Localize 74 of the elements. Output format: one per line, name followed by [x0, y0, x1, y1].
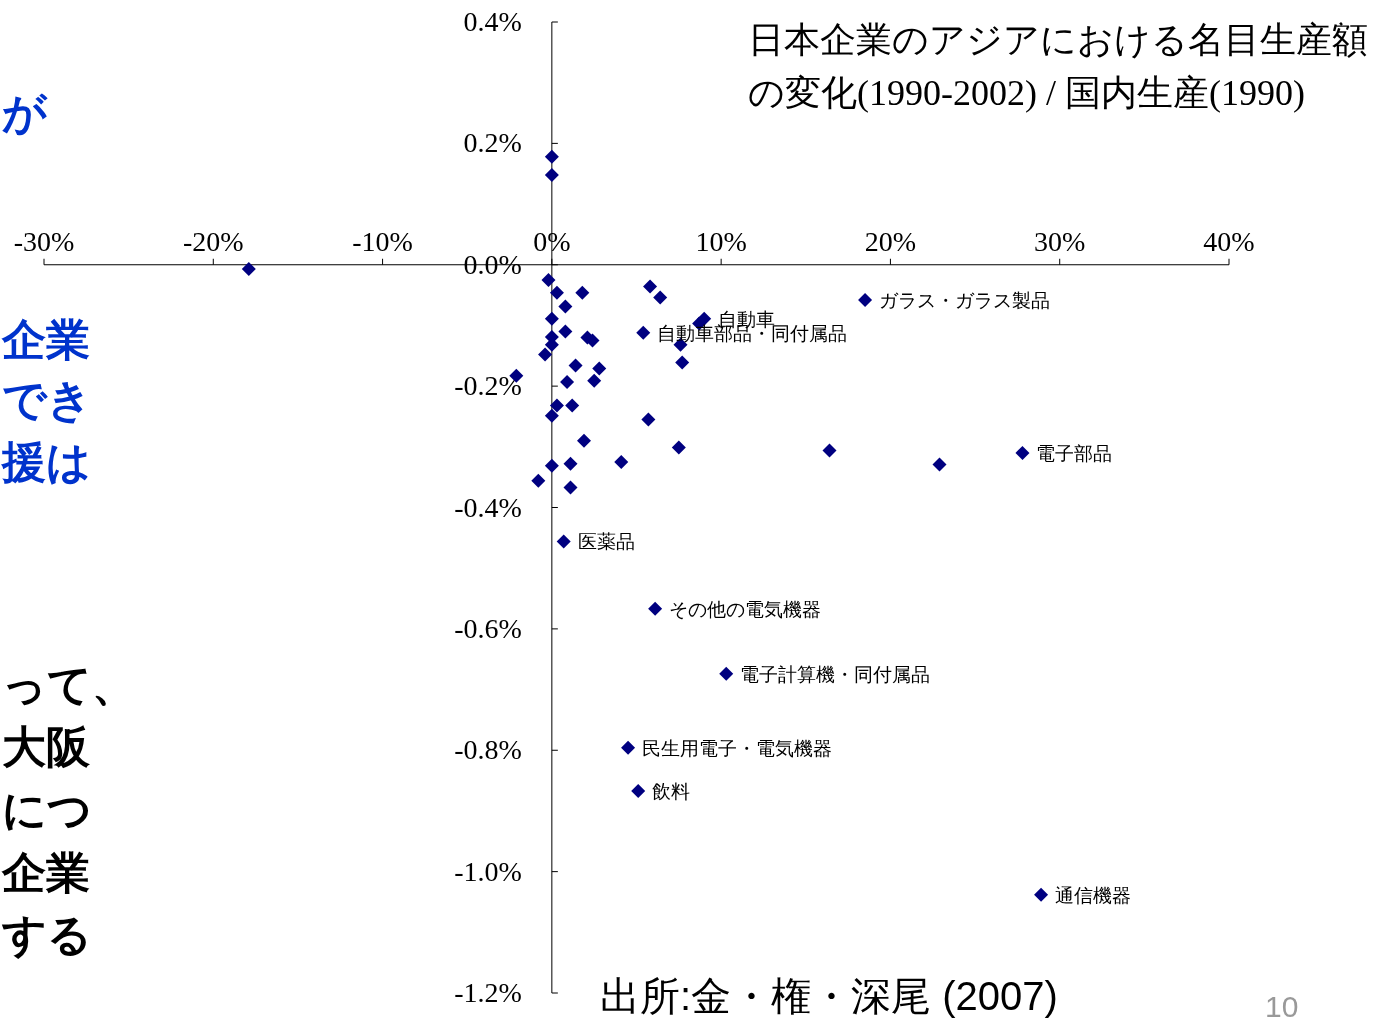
point: [1015, 445, 1030, 460]
annotation: その他の電気機器: [669, 598, 822, 620]
point: [563, 456, 578, 471]
point: [544, 458, 559, 473]
point: [549, 398, 564, 413]
point: [544, 311, 559, 326]
y-tick-label: -0.6%: [454, 612, 522, 644]
point: [558, 299, 573, 314]
point: [531, 473, 546, 488]
y-tick-label: -1.2%: [454, 977, 522, 1008]
point: [541, 272, 556, 287]
point: [544, 149, 559, 164]
x-tick-label: 30%: [1034, 225, 1086, 257]
x-tick-label: 40%: [1203, 225, 1255, 257]
point: [671, 440, 686, 455]
y-tick-label: -0.2%: [454, 370, 522, 402]
point: [549, 285, 564, 300]
annotation: 出所:金・権・深尾 (2007): [600, 974, 1058, 1018]
point: [858, 292, 873, 307]
y-tick-label: -1.0%: [454, 855, 522, 887]
annotation: 企業: [1, 848, 90, 897]
annotation: 飲料: [652, 780, 691, 802]
point: [643, 279, 658, 294]
point: [822, 443, 837, 458]
x-tick-label: -20%: [182, 225, 244, 257]
x-tick-label: -10%: [352, 225, 413, 257]
point: [653, 290, 668, 305]
annotation: 電子部品: [1036, 442, 1113, 464]
point: [241, 262, 256, 276]
point: [565, 398, 580, 413]
point: [592, 361, 607, 376]
y-tick-label: -0.8%: [454, 734, 522, 766]
point: [621, 740, 636, 755]
point: [641, 412, 656, 427]
annotation: が: [2, 88, 48, 137]
text: 10: [1265, 990, 1299, 1020]
point: [560, 374, 575, 389]
point: [614, 454, 629, 469]
point: [544, 167, 559, 182]
point: [544, 408, 559, 423]
point: [636, 325, 651, 340]
annotation: でき: [2, 375, 92, 424]
point: [538, 347, 553, 362]
point: [932, 457, 947, 472]
annotation: って、: [2, 660, 136, 709]
point: [568, 358, 583, 373]
annotation: につ: [2, 785, 92, 834]
annotation: 大阪: [2, 722, 91, 771]
annotation: 通信機器: [1055, 884, 1132, 906]
y-tick-label: 0.4%: [463, 6, 522, 37]
point: [556, 534, 571, 549]
annotation: 企業: [1, 315, 90, 364]
point: [675, 355, 690, 370]
annotation: 電子計算機・同付属品: [740, 663, 931, 685]
point: [587, 373, 602, 388]
annotation: する: [1, 910, 92, 959]
y-tick-label: 0.2%: [463, 127, 522, 159]
x-tick-label: 10%: [695, 225, 747, 257]
point: [1034, 887, 1049, 902]
point: [558, 324, 573, 339]
annotation: 援は: [0, 437, 91, 486]
point: [577, 433, 592, 448]
x-tick-label: 20%: [864, 225, 917, 257]
point: [631, 783, 646, 798]
annotation: 民生用電子・電気機器: [642, 737, 833, 759]
x-tick-label: -30%: [13, 225, 75, 257]
point: [563, 480, 578, 495]
y-tick-label: -0.4%: [454, 491, 522, 523]
text: 日本企業のアジアにおける名目生産額の変化(1990-2002) / 国内生産(1990): [748, 19, 1369, 115]
point: [719, 666, 734, 681]
annotation: 医薬品: [577, 531, 635, 553]
annotation: ガラス・ガラス製品: [879, 289, 1051, 311]
point: [648, 601, 663, 616]
point: [575, 285, 590, 300]
